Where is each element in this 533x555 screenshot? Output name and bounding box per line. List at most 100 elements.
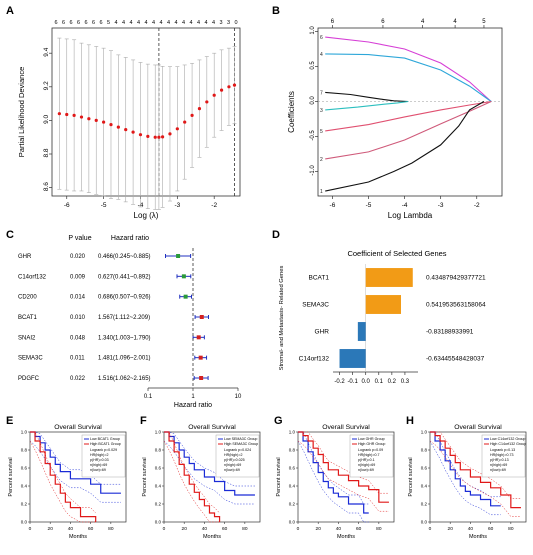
deviance-point [131, 130, 135, 134]
plot-frame [29, 431, 127, 523]
top-count-label: 4 [204, 20, 207, 26]
y-axis-label: Percent survival [276, 457, 282, 496]
coefficient-path [325, 101, 485, 192]
deviance-point [212, 93, 216, 97]
top-count-label: 3 [227, 20, 230, 26]
y-tick-label: 0.0 [155, 520, 162, 525]
panel-b-coefficient-paths: -6 -5 -4 -3 -2 -1.0 -0.5 0.0 0.5 1.0 6 6 4 4 5 6 4 7 3 5 2 1 L… [287, 19, 503, 220]
top-count-label: 6 [84, 20, 87, 26]
x-tick-label: -6 [330, 202, 336, 209]
panel-f-survival: Overall Survival 0 20 40 60 80 0.0 0.2 0.4 0.6 0.8… [142, 424, 261, 540]
deviance-point [175, 127, 179, 131]
hr-point [199, 315, 204, 319]
deviance-point [138, 133, 143, 137]
ci-upper-line [298, 431, 389, 494]
gene-name: CD200 [18, 295, 37, 301]
plot-frame [317, 27, 503, 197]
y-axis-label: Partial Likelihood Deviance [17, 67, 26, 157]
top-count-label: 4 [174, 20, 177, 26]
x-tick-label: 0 [29, 526, 32, 532]
stat-label: p(HR)=0.1 [358, 458, 375, 462]
p-value: 0.014 [70, 295, 86, 301]
deviance-point [160, 135, 165, 139]
x-axis-label: Log Lambda [388, 211, 433, 220]
p-value: 0.011 [70, 356, 85, 362]
x-tick-label: 0.1 [375, 379, 384, 385]
hr-point [199, 376, 204, 380]
x-tick-label: -5 [366, 202, 372, 209]
panel-letter-a: A [6, 5, 14, 17]
stat-label: p(HR)=0.03 [90, 458, 109, 462]
coefficient-value-label: -0.83188933991 [426, 329, 474, 336]
stat-label: Logrank p=0.024 [224, 448, 251, 452]
deviance-point [116, 125, 120, 129]
y-tick-label: -1.0 [310, 165, 316, 176]
y-tick-label: 1.0 [310, 26, 316, 35]
ci-upper-line [430, 431, 501, 498]
deviance-point [102, 120, 106, 124]
top-count-label: 4 [137, 20, 140, 26]
y-tick-label: 0.0 [289, 520, 296, 525]
stat-label: n(high)=69 [358, 463, 375, 467]
path-label: 7 [320, 90, 323, 96]
top-tick-label: 5 [482, 19, 486, 25]
panel-letter-h: H [406, 415, 414, 427]
x-tick-label: 0 [297, 526, 300, 532]
stat-label: Logrank p=0.09 [358, 448, 383, 452]
x-tick-label: 60 [88, 526, 94, 532]
p-value: 0.009 [70, 274, 86, 280]
gene-label: C14orf132 [299, 356, 330, 363]
coefficient-path [325, 36, 492, 102]
hazard-ratio-text: 1.516(1.062~2.165) [98, 376, 151, 382]
panel-letter-d: D [272, 229, 280, 241]
top-count-label: 0 [234, 20, 237, 26]
deviance-point [183, 120, 187, 124]
survival-curve [298, 431, 369, 514]
y-tick-label: 0.2 [155, 502, 162, 507]
panel-g-survival: Overall Survival 0 20 40 60 80 0.0 0.2 0.4 0.6 0.8… [276, 424, 395, 540]
p-value: 0.010 [70, 315, 86, 321]
ci-lower-line [29, 440, 96, 523]
stat-label: HR(high)=0.7 [358, 453, 379, 457]
top-tick-label: 6 [331, 19, 335, 25]
stat-label: n(high)=69 [490, 463, 507, 467]
y-tick-label: 0.4 [21, 484, 28, 489]
y-tick-label: 1.0 [421, 430, 428, 435]
ci-lower-line [429, 440, 501, 516]
top-count-label: 4 [114, 20, 117, 26]
gene-name: BCAT1 [18, 315, 38, 321]
legend-label: Low C14orf132 Group [490, 437, 525, 441]
panel-h-survival: Overall Survival 0 20 40 60 80 0.0 0.2 0.4 0.6 0.8… [408, 424, 527, 540]
x-tick-label: -3 [438, 202, 444, 209]
hazard-ratio-text: 0.466(0.245~0.885) [98, 254, 151, 260]
hr-point [181, 274, 186, 279]
ci-lower-line [297, 440, 389, 512]
panel-letter-c: C [6, 229, 14, 241]
x-axis-label: Hazard ratio [174, 402, 212, 409]
x-tick-label: 80 [242, 526, 248, 532]
hr-point [198, 355, 203, 360]
coefficient-path [325, 91, 409, 103]
legend-label: High GHR Group [358, 442, 385, 446]
x-tick-label: 40 [202, 526, 208, 532]
chart-title: Overall Survival [54, 424, 102, 431]
y-tick-label: 9.0 [43, 115, 50, 124]
legend-label: Low SEMA3C Group [224, 437, 257, 441]
deviance-point [219, 88, 224, 92]
survival-curve [430, 431, 501, 507]
coefficient-value-label: -0.63445548428037 [426, 356, 485, 363]
deviance-point [168, 132, 172, 136]
ci-upper-line [164, 431, 255, 487]
deviance-point [65, 112, 69, 117]
y-tick-label: 0.6 [155, 466, 162, 471]
x-tick-label: 10 [235, 394, 242, 400]
y-tick-label: 1.0 [289, 430, 296, 435]
deviance-point [57, 112, 61, 116]
x-tick-label: 80 [376, 526, 382, 532]
ci-lower-line [163, 440, 255, 505]
path-label: 5 [320, 129, 323, 135]
ci-lower-line [429, 440, 521, 517]
top-count-label: 4 [129, 20, 132, 26]
x-tick-label: 40 [68, 526, 74, 532]
